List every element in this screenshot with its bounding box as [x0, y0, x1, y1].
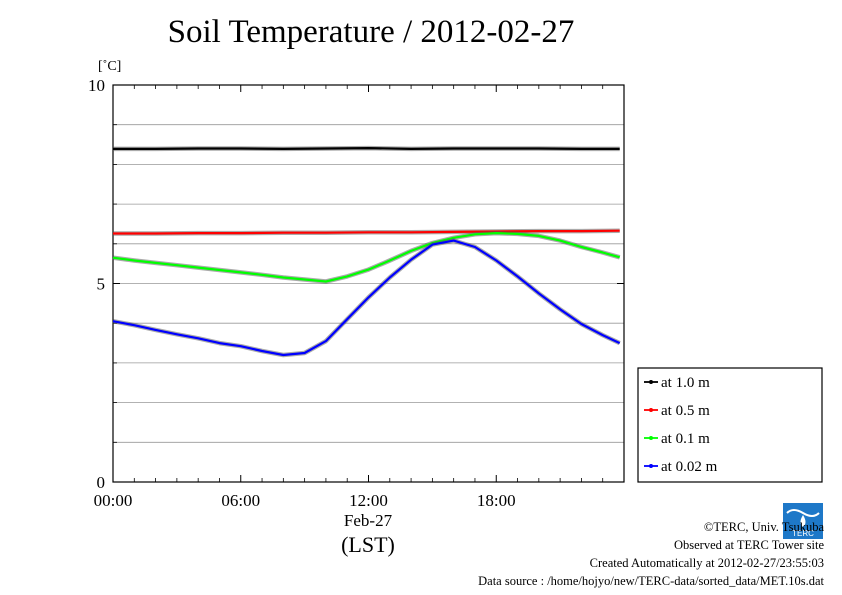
- x-tick-label: 18:00: [477, 491, 516, 510]
- observed-text: Observed at TERC Tower site: [673, 538, 824, 552]
- logo-drop: [800, 515, 806, 527]
- legend-box: [637, 367, 823, 483]
- created-text: Created Automatically at 2012-02-27/23:5…: [589, 556, 824, 570]
- x-tick-label: 06:00: [221, 491, 260, 510]
- series-line: [113, 147, 620, 150]
- legend-label: at 0.5 m: [661, 403, 710, 419]
- series-lines: [112, 145, 621, 358]
- y-axis-unit: [˚C]: [98, 59, 121, 74]
- series-line: [113, 229, 620, 235]
- grid-lines: [113, 124, 624, 443]
- y-tick-label: 0: [97, 473, 106, 492]
- y-tick-label: 5: [97, 275, 106, 294]
- chart-title: Soil Temperature / 2012-02-27: [167, 14, 575, 50]
- y-tick-label: 10: [88, 76, 105, 95]
- legend-marker: [649, 380, 653, 384]
- axis-ticks: 0 5 10 00:00 06:00 12:00 18:00: [88, 76, 624, 510]
- x-tick-label: 12:00: [349, 491, 388, 510]
- x-axis-date-label: Feb-27: [344, 511, 393, 530]
- copyright-text: ©TERC, Univ. Tsukuba: [703, 520, 824, 534]
- legend-marker: [649, 464, 653, 468]
- x-tick-label: 00:00: [94, 491, 133, 510]
- terc-logo: TERC: [783, 503, 823, 539]
- series-line: [112, 239, 621, 357]
- x-axis-unit-label: (LST): [341, 532, 395, 557]
- legend-label: at 0.02 m: [661, 459, 718, 475]
- logo-text: TERC: [792, 529, 814, 538]
- legend-marker: [649, 436, 653, 440]
- source-text: Data source : /home/hojyo/new/TERC-data/…: [478, 574, 824, 588]
- legend-label: at 1.0 m: [661, 375, 710, 391]
- logo-wave: [786, 509, 820, 517]
- legend: at 1.0 m at 0.5 m at 0.1 m at 0.02 m: [637, 367, 823, 483]
- series-line: [112, 232, 620, 283]
- series-shadow: [112, 230, 621, 284]
- legend-label: at 0.1 m: [661, 431, 710, 447]
- legend-marker: [649, 408, 653, 412]
